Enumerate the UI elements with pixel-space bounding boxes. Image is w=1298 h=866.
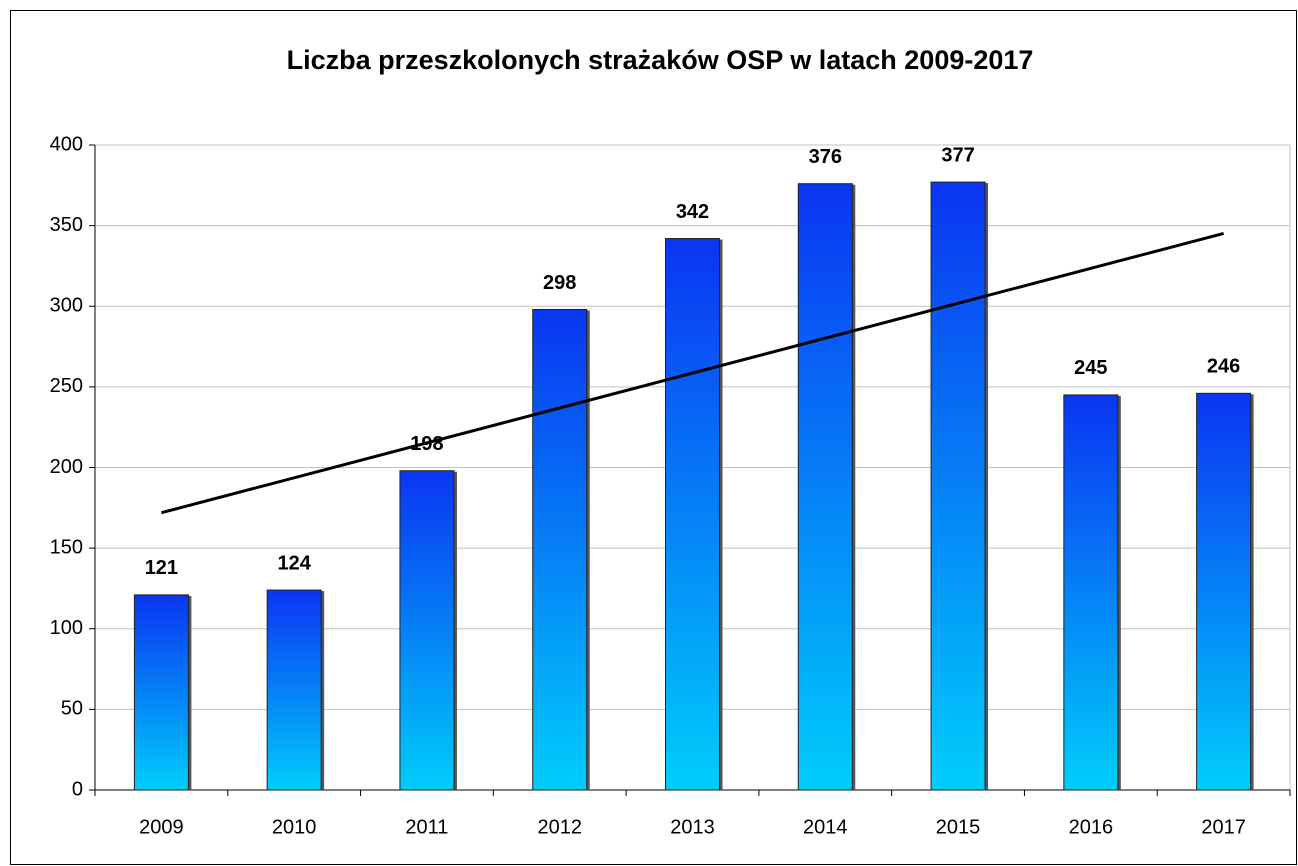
bar [133,594,189,791]
x-tick-label: 2013 [670,816,715,838]
y-tick-label: 400 [50,133,83,155]
x-tick-label: 2014 [803,816,848,838]
bar [399,470,455,791]
value-label: 376 [809,146,842,168]
x-tick-label: 2012 [537,816,582,838]
value-label: 245 [1074,357,1107,379]
bar [797,183,853,791]
value-label: 124 [277,552,311,574]
y-tick-label: 0 [72,778,83,800]
bar [1196,392,1252,791]
x-tick-label: 2015 [936,816,981,838]
value-label: 298 [543,272,576,294]
y-tick-label: 50 [61,698,83,720]
value-label: 121 [145,557,178,579]
x-tick-label: 2017 [1201,816,1246,838]
x-tick-label: 2009 [139,816,184,838]
x-tick-label: 2011 [405,816,448,838]
y-tick-label: 300 [50,295,83,317]
trendline [161,231,1224,515]
bar [665,238,720,791]
value-label: 377 [941,144,974,166]
bar [266,589,322,791]
bar [1063,394,1119,791]
y-tick-label: 350 [50,214,83,236]
value-label: 342 [676,201,709,223]
y-tick-label: 100 [50,617,83,639]
value-label: 246 [1207,356,1240,378]
chart-title: Liczba przeszkolonych strażaków OSP w la… [287,45,1034,75]
x-tick-label: 2010 [272,816,317,838]
y-tick-label: 200 [50,456,83,478]
bar [930,181,986,791]
y-tick-label: 250 [50,375,83,397]
y-tick-label: 150 [50,536,83,558]
bar [532,308,588,791]
x-tick-label: 2016 [1069,816,1114,838]
